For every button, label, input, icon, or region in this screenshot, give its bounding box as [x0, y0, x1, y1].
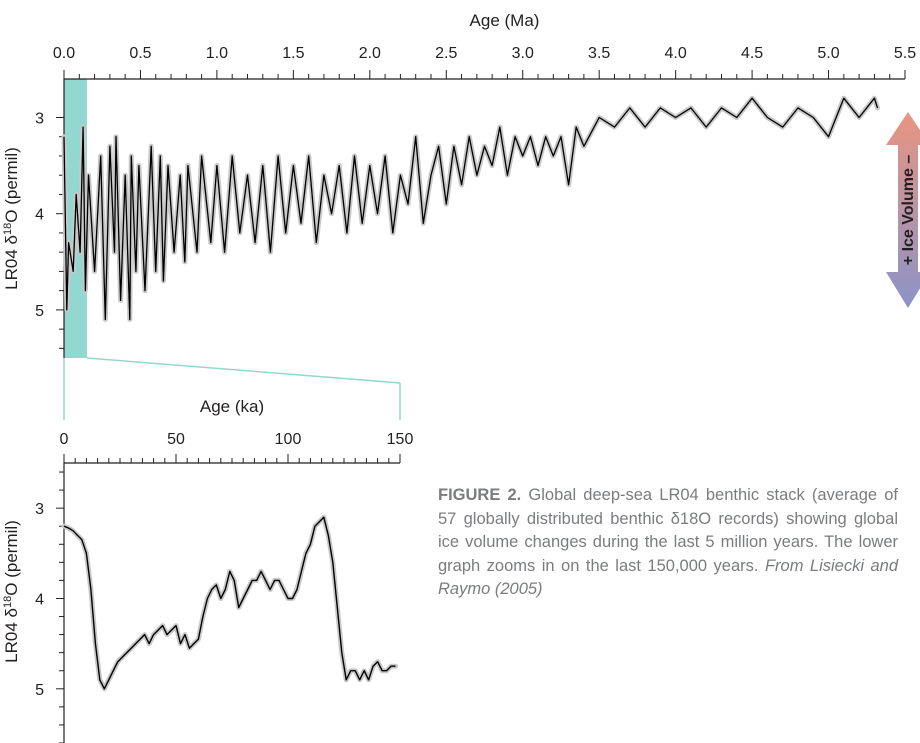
top-x-tick-label: 2.5	[435, 45, 457, 62]
top-y-tick-label: 4	[35, 207, 44, 224]
bottom-x-tick-label: 0	[60, 431, 69, 448]
caption-source: From Lisiecki and Raymo (2005)	[438, 556, 898, 599]
bottom-x-tick-label: 50	[167, 431, 185, 448]
top-x-axis-title: Age (Ma)	[470, 11, 540, 30]
top-y-tick-label: 5	[35, 303, 44, 320]
bottom-x-tick-label: 150	[387, 431, 414, 448]
top-series-line	[63, 97, 879, 321]
bottom-series-uncertainty	[61, 514, 398, 692]
top-x-tick-label: 3.0	[512, 45, 534, 62]
caption-label: FIGURE 2.	[438, 486, 522, 504]
bottom-x-tick-label: 100	[275, 431, 302, 448]
top-x-tick-label: 3.5	[588, 45, 610, 62]
top-y-axis-title: LR04 δ18O (permil)	[2, 147, 21, 290]
bottom-y-tick-label: 3	[35, 501, 44, 518]
ice-volume-arrow	[886, 112, 920, 308]
top-x-tick-label: 0.5	[129, 45, 151, 62]
top-x-tick-label: 1.5	[282, 45, 304, 62]
top-x-tick-label: 2.0	[359, 45, 381, 62]
top-x-tick-label: 5.0	[817, 45, 839, 62]
bottom-chart: 0 50 100 150 Age (ka) 3 4 5 LR04 δ18O (permil)	[2, 397, 413, 743]
bottom-y-tick-label: 5	[35, 682, 44, 699]
bottom-y-axis-title: LR04 δ18O (permil)	[2, 520, 21, 663]
top-x-tick-label: 0.0	[53, 45, 75, 62]
bottom-x-axis-title: Age (ka)	[200, 397, 264, 416]
top-x-tick-label: 1.0	[206, 45, 228, 62]
zoom-connector-diagonal	[86, 357, 401, 384]
top-y-tick-label: 3	[35, 110, 44, 127]
bottom-y-tick-label: 4	[35, 591, 44, 608]
figure-caption: FIGURE 2. Global deep-sea LR04 benthic s…	[438, 484, 898, 602]
bottom-series-line	[63, 516, 396, 690]
top-x-tick-label: 4.5	[741, 45, 763, 62]
top-chart: 0.0 0.5 1.0 1.5 2.0 2.5 3.0 3.5 4.0 4.5 5.0 5.5 Age …	[2, 11, 920, 358]
top-x-tick-label: 5.5	[894, 45, 916, 62]
ice-volume-label: + Ice Volume –	[900, 155, 917, 266]
caption-text: Global deep-sea LR04 benthic stack (aver…	[438, 486, 898, 575]
top-x-tick-label: 4.0	[665, 45, 687, 62]
